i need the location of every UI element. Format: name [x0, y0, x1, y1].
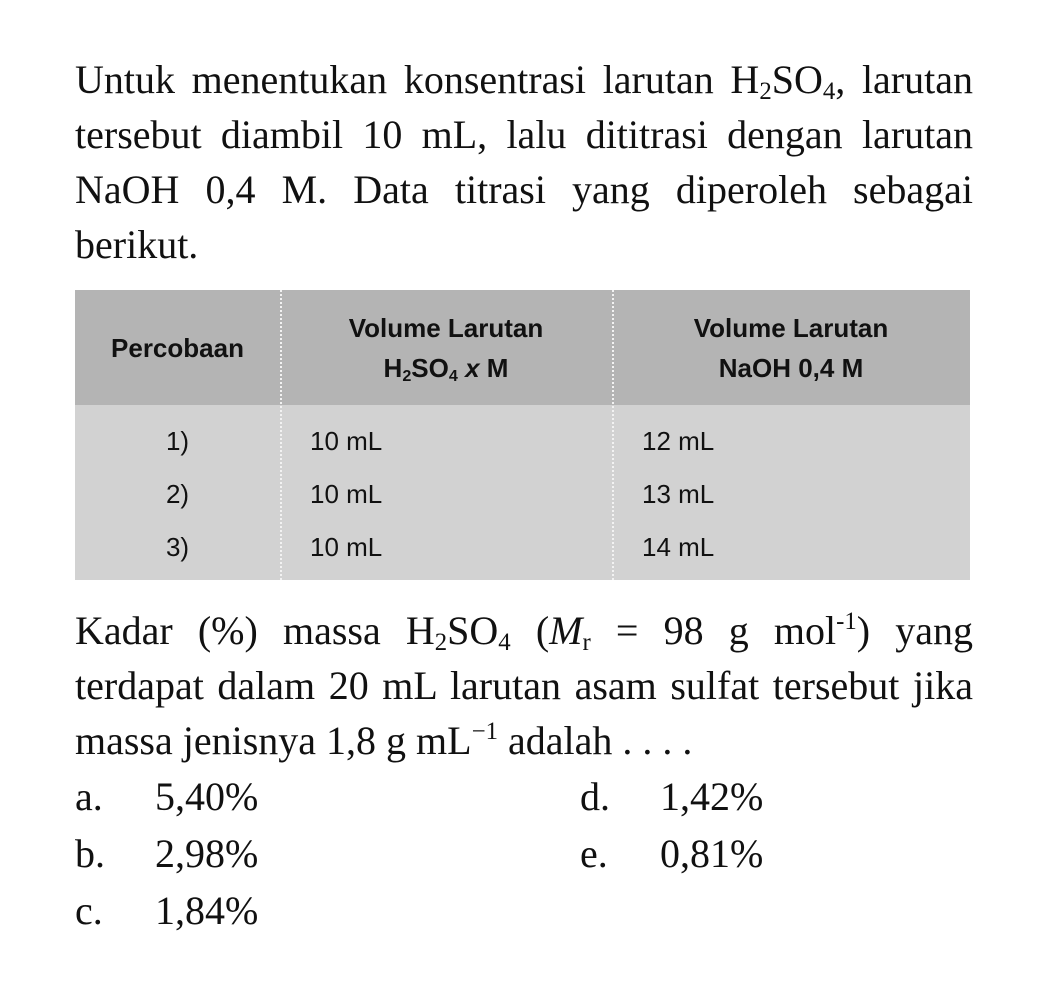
text-run: = 98 g mol [590, 608, 837, 653]
column-separator [612, 290, 614, 580]
text-run: ) yang terdapat dalam 20 mL larutan asam… [75, 608, 973, 763]
subscript: 4 [448, 366, 458, 385]
intro-paragraph: Untuk menentukan konsentrasi larutan H2S… [75, 52, 973, 272]
option-letter: d. [580, 774, 610, 819]
subscript: 2 [402, 366, 412, 385]
table-cell: 2) [165, 479, 190, 509]
subscript: 4 [498, 629, 511, 657]
table-cell: 3) [165, 532, 190, 562]
option-letter: c. [75, 888, 103, 933]
header-cell: Volume Larutan H2SO4 x M [280, 290, 612, 405]
italic-run: M [549, 608, 583, 653]
option-text: 0,81% [660, 831, 764, 876]
text-run: SO [771, 57, 823, 102]
subscript: r [582, 629, 591, 657]
text-run: , larutan tersebut diambil 10 mL, lalu d… [75, 57, 973, 267]
question-paragraph: Kadar (%) massa H2SO4 (Mr = 98 g mol-1) … [75, 603, 973, 768]
option-text: 5,40% [155, 774, 259, 819]
table-header: Percobaan Volume Larutan H2SO4 x M Volume L… [75, 290, 970, 405]
option-text: 1,84% [155, 888, 259, 933]
text-run [458, 353, 465, 383]
option: d. 1,42% [580, 768, 975, 825]
option: e. 0,81% [580, 825, 975, 882]
header-cell: Percobaan [75, 290, 280, 405]
text-run: NaOH 0,4 M [718, 352, 864, 383]
italic-run: x [465, 352, 480, 383]
subscript: 4 [822, 78, 836, 106]
table-cell: 10 mL [310, 479, 383, 509]
subscript: 2 [759, 78, 772, 106]
table-cell: 10 mL [310, 426, 383, 456]
text-run: Untuk menentukan konsentrasi larutan H [75, 57, 760, 102]
option: a. 5,40% [75, 768, 580, 825]
text-run: H [383, 352, 403, 383]
text-run: SO [447, 608, 499, 653]
superscript: −1 [471, 718, 498, 746]
subscript: 2 [434, 629, 448, 657]
table-body: 1) 10 mL 12 mL 2) 10 mL 13 mL 3) 10 mL 14 mL [75, 405, 970, 580]
option-text: 1,42% [660, 774, 764, 819]
table-cell: 13 mL [642, 479, 715, 509]
table-cell: 12 mL [642, 426, 715, 456]
text-run: adalah . . . . [498, 718, 693, 763]
table-cell: 14 mL [642, 532, 715, 562]
header-line: Volume Larutan [349, 308, 544, 348]
text-run: Percobaan [111, 332, 244, 363]
text-run: Volume Larutan [693, 312, 889, 343]
header-line: Volume Larutan [694, 308, 889, 348]
text-run: Kadar (%) massa H [75, 608, 435, 653]
option: c. 1,84% [75, 882, 580, 939]
header-cell: Volume Larutan NaOH 0,4 M [612, 290, 970, 405]
header-line: Percobaan [111, 328, 244, 368]
option-text: 2,98% [155, 831, 259, 876]
header-line: NaOH 0,4 M [719, 348, 864, 388]
option: b. 2,98% [75, 825, 580, 882]
table-cell: 1) [165, 426, 190, 456]
option-letter: b. [75, 831, 105, 876]
text-run: M [479, 352, 509, 383]
text-run: SO [411, 352, 449, 383]
option-letter: a. [75, 774, 103, 819]
superscript: -1 [836, 608, 857, 636]
option-letter: e. [580, 831, 608, 876]
column-separator [280, 290, 282, 580]
options: a. 5,40% b. 2,98% c. 1,84% d. 1,42% e. 0,81% [75, 768, 975, 939]
table-cell: 10 mL [310, 532, 383, 562]
text-run: ( [510, 608, 550, 653]
titration-table: Percobaan Volume Larutan H2SO4 x M Volume L… [75, 290, 970, 580]
text-run: Volume Larutan [348, 312, 544, 343]
header-line: H2SO4 x M [384, 348, 509, 388]
